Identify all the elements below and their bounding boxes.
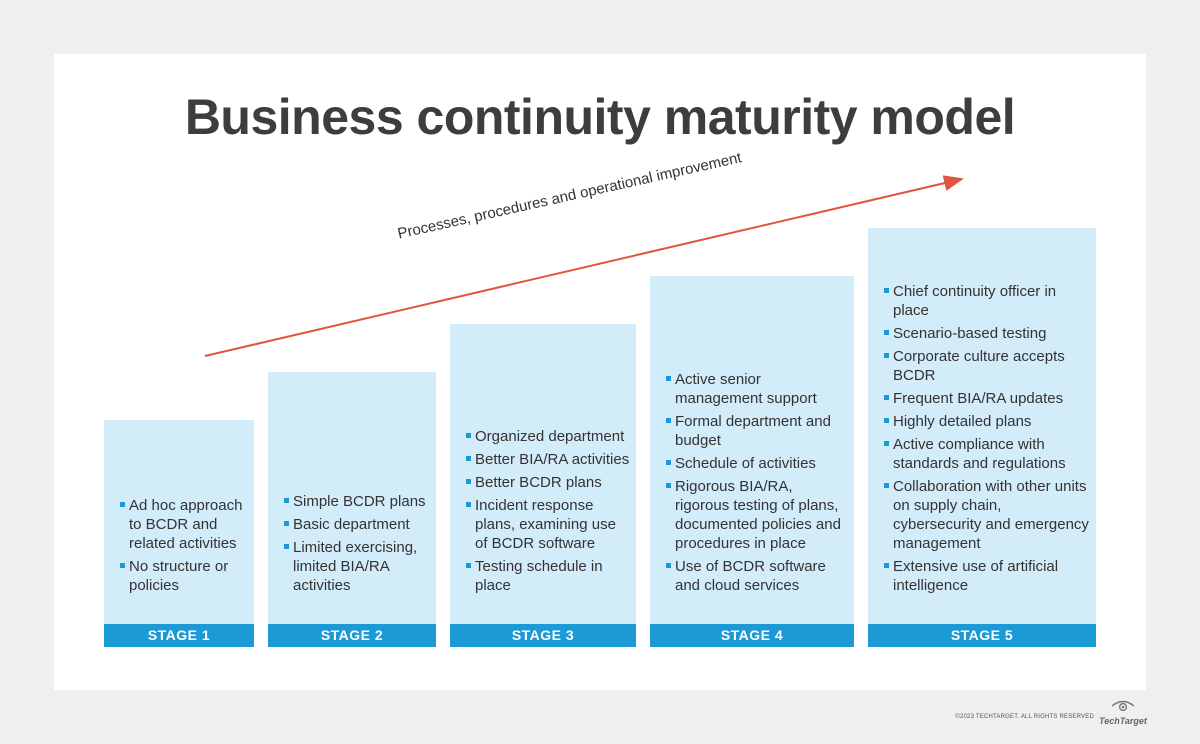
list-item: Incident response plans, examining use o… xyxy=(466,496,630,553)
list-item: Ad hoc approach to BCDR and related acti… xyxy=(120,496,248,553)
list-item: Chief continuity officer in place xyxy=(884,282,1090,320)
list-item: Frequent BIA/RA updates xyxy=(884,389,1090,408)
list-item: Collaboration with other units on supply… xyxy=(884,477,1090,553)
stage-4-list: Active senior management support Formal … xyxy=(650,366,854,595)
list-item: Use of BCDR software and cloud services xyxy=(666,557,848,595)
stage-label: STAGE 4 xyxy=(650,624,854,647)
stage-label: STAGE 2 xyxy=(268,624,436,647)
stage-1: Ad hoc approach to BCDR and related acti… xyxy=(104,420,254,647)
techtarget-logo: TechTarget xyxy=(1096,698,1150,726)
stage-label: STAGE 1 xyxy=(104,624,254,647)
list-item: Formal department and budget xyxy=(666,412,848,450)
list-item: Better BIA/RA activities xyxy=(466,450,630,469)
list-item: Rigorous BIA/RA, rigorous testing of pla… xyxy=(666,477,848,553)
list-item: Corporate culture accepts BCDR xyxy=(884,347,1090,385)
stage-5: Chief continuity officer in place Scenar… xyxy=(868,228,1096,647)
stage-label: STAGE 3 xyxy=(450,624,636,647)
list-item: Schedule of activities xyxy=(666,454,848,473)
stage-1-list: Ad hoc approach to BCDR and related acti… xyxy=(104,492,254,595)
list-item: Better BCDR plans xyxy=(466,473,630,492)
diagram-title: Business continuity maturity model xyxy=(184,89,1016,145)
eye-icon xyxy=(1111,700,1135,712)
stage-3: Organized department Better BIA/RA activ… xyxy=(450,324,636,647)
list-item: Basic department xyxy=(284,515,430,534)
stage-5-list: Chief continuity officer in place Scenar… xyxy=(868,278,1096,595)
stage-2-list: Simple BCDR plans Basic department Limit… xyxy=(268,488,436,595)
list-item: Active senior management support xyxy=(666,370,848,408)
list-item: Limited exercising, limited BIA/RA activ… xyxy=(284,538,430,595)
stage-label: STAGE 5 xyxy=(868,624,1096,647)
stage-4: Active senior management support Formal … xyxy=(650,276,854,647)
list-item: Active compliance with standards and reg… xyxy=(884,435,1090,473)
stage-2: Simple BCDR plans Basic department Limit… xyxy=(268,372,436,647)
list-item: Testing schedule in place xyxy=(466,557,630,595)
list-item: Organized department xyxy=(466,427,630,446)
list-item: Simple BCDR plans xyxy=(284,492,430,511)
list-item: Scenario-based testing xyxy=(884,324,1090,343)
list-item: Highly detailed plans xyxy=(884,412,1090,431)
stage-3-list: Organized department Better BIA/RA activ… xyxy=(450,423,636,595)
list-item: No structure or policies xyxy=(120,557,248,595)
copyright-text: ©2023 TECHTARGET. ALL RIGHTS RESERVED xyxy=(955,714,1094,720)
list-item: Extensive use of artificial intelligence xyxy=(884,557,1090,595)
logo-text: TechTarget xyxy=(1099,716,1147,726)
